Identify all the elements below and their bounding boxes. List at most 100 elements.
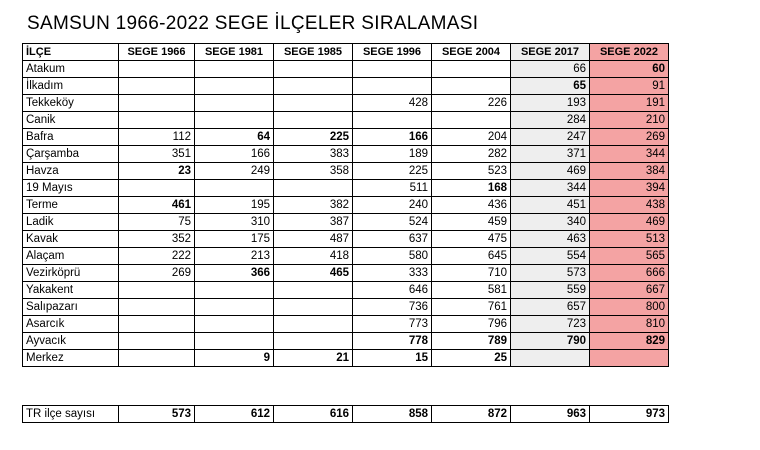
rank-cell: 637 xyxy=(352,230,432,248)
rank-cell: 790 xyxy=(510,332,590,350)
rank-cell xyxy=(118,111,195,129)
district-name: Havza xyxy=(22,162,119,180)
rank-cell: 723 xyxy=(510,315,590,333)
district-name: Ayvacık xyxy=(22,332,119,350)
footer-value: 963 xyxy=(510,405,590,423)
rank-cell: 580 xyxy=(352,247,432,265)
rank-cell xyxy=(589,349,669,367)
rank-cell: 829 xyxy=(589,332,669,350)
table-row: Terme 461 195 382 240 436 451 438 xyxy=(22,196,669,214)
rank-cell: 513 xyxy=(589,230,669,248)
district-name: Alaçam xyxy=(22,247,119,265)
rank-cell xyxy=(194,111,274,129)
rank-cell: 195 xyxy=(194,196,274,214)
table-body: Atakum 66 60 İlkadım 65 91 Tekkeköy 428 226 193 19… xyxy=(22,60,669,367)
table-row: Alaçam 222 213 418 580 645 554 565 xyxy=(22,247,669,265)
district-name: Canik xyxy=(22,111,119,129)
rank-cell: 773 xyxy=(352,315,432,333)
page-title: SAMSUN 1966-2022 SEGE İLÇELER SIRALAMASI xyxy=(27,13,479,34)
rank-cell xyxy=(431,77,511,95)
rank-cell: 66 xyxy=(510,60,590,78)
rank-cell xyxy=(273,281,353,299)
header-sege-2004: SEGE 2004 xyxy=(431,43,511,61)
rank-cell: 463 xyxy=(510,230,590,248)
rank-cell: 65 xyxy=(510,77,590,95)
rank-cell: 15 xyxy=(352,349,432,367)
rank-cell: 382 xyxy=(273,196,353,214)
table-row: Çarşamba 351 166 383 189 282 371 344 xyxy=(22,145,669,163)
district-name: Atakum xyxy=(22,60,119,78)
rank-cell xyxy=(118,349,195,367)
rank-cell: 310 xyxy=(194,213,274,231)
rank-cell: 225 xyxy=(352,162,432,180)
rank-cell: 213 xyxy=(194,247,274,265)
table-row: Bafra 112 64 225 166 204 247 269 xyxy=(22,128,669,146)
rank-cell xyxy=(118,298,195,316)
rank-cell xyxy=(273,179,353,197)
rank-cell xyxy=(194,332,274,350)
footer-value: 612 xyxy=(194,405,274,423)
rank-cell: 226 xyxy=(431,94,511,112)
rank-cell: 384 xyxy=(589,162,669,180)
district-name: Yakakent xyxy=(22,281,119,299)
rank-cell: 112 xyxy=(118,128,195,146)
rank-cell: 475 xyxy=(431,230,511,248)
rank-cell: 581 xyxy=(431,281,511,299)
rank-cell: 761 xyxy=(431,298,511,316)
rank-cell: 438 xyxy=(589,196,669,214)
rank-cell: 645 xyxy=(431,247,511,265)
rank-cell: 523 xyxy=(431,162,511,180)
district-name: 19 Mayıs xyxy=(22,179,119,197)
rank-cell: 461 xyxy=(118,196,195,214)
table-row: Tekkeköy 428 226 193 191 xyxy=(22,94,669,112)
rank-cell: 573 xyxy=(510,264,590,282)
rank-cell: 25 xyxy=(431,349,511,367)
rank-cell xyxy=(273,60,353,78)
rank-cell: 344 xyxy=(589,145,669,163)
rank-cell: 657 xyxy=(510,298,590,316)
rank-cell: 383 xyxy=(273,145,353,163)
table-row: Havza 23 249 358 225 523 469 384 xyxy=(22,162,669,180)
rank-cell: 465 xyxy=(273,264,353,282)
table-row: Merkez 9 21 15 25 xyxy=(22,349,669,367)
rank-cell: 428 xyxy=(352,94,432,112)
header-sege-1996: SEGE 1996 xyxy=(352,43,432,61)
rank-cell: 451 xyxy=(510,196,590,214)
rank-cell xyxy=(118,77,195,95)
rank-cell: 736 xyxy=(352,298,432,316)
rank-cell: 21 xyxy=(273,349,353,367)
rank-cell xyxy=(194,77,274,95)
district-name: Ladik xyxy=(22,213,119,231)
rank-cell xyxy=(194,60,274,78)
rank-cell: 282 xyxy=(431,145,511,163)
rank-cell: 778 xyxy=(352,332,432,350)
header-sege-2022: SEGE 2022 xyxy=(589,43,669,61)
rank-cell: 371 xyxy=(510,145,590,163)
rank-cell: 511 xyxy=(352,179,432,197)
header-sege-1966: SEGE 1966 xyxy=(118,43,195,61)
rank-cell: 204 xyxy=(431,128,511,146)
rank-cell: 222 xyxy=(118,247,195,265)
rank-cell: 344 xyxy=(510,179,590,197)
rank-cell: 284 xyxy=(510,111,590,129)
rank-cell: 666 xyxy=(589,264,669,282)
rank-cell: 789 xyxy=(431,332,511,350)
footer-table: TR ilçe sayısı 573 612 616 858 872 963 9… xyxy=(22,405,669,423)
rank-cell xyxy=(273,315,353,333)
footer-row: TR ilçe sayısı 573 612 616 858 872 963 9… xyxy=(22,405,669,423)
rank-cell: 646 xyxy=(352,281,432,299)
rank-cell: 710 xyxy=(431,264,511,282)
rank-cell: 166 xyxy=(352,128,432,146)
rank-cell: 210 xyxy=(589,111,669,129)
rank-cell xyxy=(431,60,511,78)
district-name: Çarşamba xyxy=(22,145,119,163)
ranking-table: İLÇE SEGE 1966 SEGE 1981 SEGE 1985 SEGE … xyxy=(22,43,669,367)
rank-cell: 524 xyxy=(352,213,432,231)
rank-cell: 333 xyxy=(352,264,432,282)
rank-cell: 75 xyxy=(118,213,195,231)
footer-label: TR ilçe sayısı xyxy=(22,405,119,423)
rank-cell: 166 xyxy=(194,145,274,163)
rank-cell: 358 xyxy=(273,162,353,180)
rank-cell: 340 xyxy=(510,213,590,231)
district-name: Bafra xyxy=(22,128,119,146)
